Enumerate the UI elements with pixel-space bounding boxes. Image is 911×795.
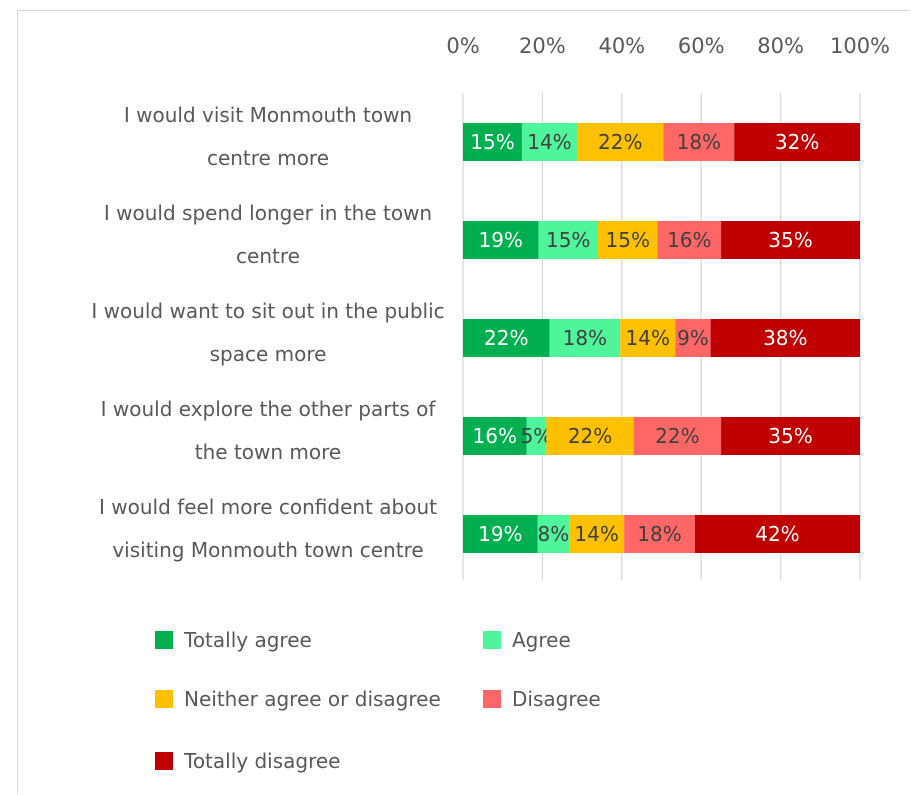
legend-swatch [155,752,173,770]
data-label: 9% [677,326,709,350]
data-label: 15% [606,228,650,252]
category-label: visiting Monmouth town centre [112,538,423,562]
category-label: centre more [207,146,329,170]
bar-segment [463,319,550,357]
legend-label: Totally agree [183,628,312,652]
bar-segment [657,221,722,259]
bar-segment [694,515,860,553]
category-label: I would spend longer in the town [104,201,432,225]
category-label: the town more [195,440,341,464]
category-label: I would visit Monmouth town [124,103,412,127]
legend-label: Totally disagree [183,749,340,773]
data-label: 35% [768,424,812,448]
data-label: 38% [763,326,807,350]
data-label: 16% [667,228,711,252]
data-label: 16% [473,424,517,448]
bar-segment [537,515,570,553]
bar-segment [538,221,598,259]
category-label: I would explore the other parts of [101,397,437,421]
bar-segment [526,417,547,455]
data-label: 14% [574,522,618,546]
data-label: 18% [637,522,681,546]
bar-segment [463,123,522,161]
legend-swatch [483,690,501,708]
data-label: 19% [478,522,522,546]
x-tick-label: 20% [519,34,566,58]
legend-swatch [483,631,501,649]
bar-segment [710,319,860,357]
bar-segment [633,417,722,455]
category-label: I would want to sit out in the public [91,299,444,323]
data-label: 32% [775,130,819,154]
bar-segment [463,515,538,553]
category-label: space more [210,342,327,366]
bar-segment [721,417,860,455]
bar-segment [734,123,860,161]
bar-segment [620,319,676,357]
bar-segment [521,123,577,161]
data-label: 18% [677,130,721,154]
bar-segment [721,221,860,259]
category-label: centre [236,244,300,268]
legend-swatch [155,631,173,649]
x-tick-label: 100% [830,34,890,58]
data-label: 22% [484,326,528,350]
legend-label: Disagree [512,687,601,711]
bar-segment [463,417,527,455]
bar-segment [546,417,634,455]
bar-segment [549,319,621,357]
x-tick-label: 80% [757,34,804,58]
data-label: 35% [768,228,812,252]
bar-segment [569,515,625,553]
data-label: 42% [755,522,799,546]
data-label: 18% [563,326,607,350]
category-label: I would feel more confident about [99,495,437,519]
data-label: 22% [598,130,642,154]
legend-label: Neither agree or disagree [184,687,441,711]
bar-segment [597,221,658,259]
bar-segment [675,319,711,357]
x-tick-label: 40% [598,34,645,58]
bar-segment [663,123,735,161]
bar-segment [576,123,664,161]
data-label: 15% [546,228,590,252]
data-label: 14% [626,326,670,350]
bar-segment [463,221,539,259]
data-label: 19% [478,228,522,252]
legend-swatch [155,690,173,708]
bar-segment [624,515,695,553]
x-tick-label: 60% [678,34,725,58]
data-label: 8% [538,522,570,546]
data-label: 15% [470,130,514,154]
x-tick-label: 0% [446,34,479,58]
legend-label: Agree [512,628,571,652]
data-label: 14% [527,130,571,154]
data-label: 22% [568,424,612,448]
data-label: 22% [655,424,699,448]
